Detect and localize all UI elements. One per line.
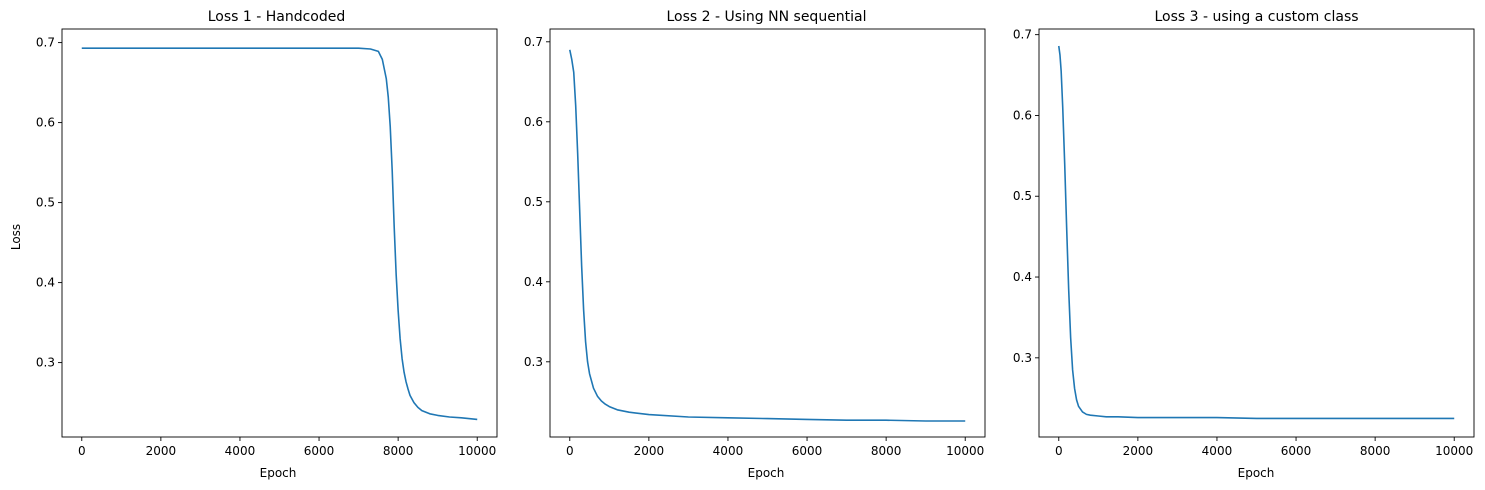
x-axis-label: Epoch bbox=[748, 466, 785, 480]
y-tick-label: 0.5 bbox=[36, 196, 55, 210]
loss-series-line-0 bbox=[1057, 45, 1455, 420]
x-tick-label: 6000 bbox=[304, 444, 335, 458]
y-axis-label: Loss bbox=[9, 224, 23, 250]
x-tick-label: 0 bbox=[566, 444, 574, 458]
x-axis-label: Epoch bbox=[260, 466, 297, 480]
y-tick-label: 0.4 bbox=[524, 275, 543, 289]
chart-title: Loss 2 - Using NN sequential bbox=[666, 9, 866, 25]
x-tick-label: 10000 bbox=[458, 444, 496, 458]
x-tick-label: 2000 bbox=[1123, 444, 1154, 458]
y-tick-label: 0.7 bbox=[1013, 28, 1032, 42]
chart-title: Loss 3 - using a custom class bbox=[1154, 9, 1358, 25]
x-tick-label: 8000 bbox=[871, 444, 902, 458]
chart-loss-2: Loss 2 - Using NN sequential Epoch 0 2000… bbox=[524, 9, 986, 480]
y-tick-label: 0.5 bbox=[524, 195, 543, 209]
chart-loss-3: Loss 3 - using a custom class Epoch 0 200… bbox=[1013, 9, 1475, 480]
x-tick-label: 0 bbox=[1055, 444, 1063, 458]
x-tick-label: 2000 bbox=[146, 444, 177, 458]
chart-loss-1: Loss 1 - Handcoded Epoch Loss 0 2000 4000 6… bbox=[9, 9, 498, 480]
x-tick-label: 8000 bbox=[1360, 444, 1391, 458]
y-tick-label: 0.6 bbox=[36, 116, 55, 130]
x-tick-label: 10000 bbox=[946, 444, 984, 458]
x-axis-label: Epoch bbox=[1238, 466, 1275, 480]
y-tick-label: 0.5 bbox=[1013, 189, 1032, 203]
x-tick-label: 6000 bbox=[1281, 444, 1312, 458]
x-tick-label: 2000 bbox=[634, 444, 665, 458]
y-tick-label: 0.7 bbox=[36, 36, 55, 50]
y-tick-label: 0.4 bbox=[36, 276, 55, 290]
y-tick-label: 0.7 bbox=[524, 35, 543, 49]
y-tick-label: 0.6 bbox=[1013, 108, 1032, 122]
loss-series-line-0 bbox=[81, 47, 478, 421]
y-tick-label: 0.3 bbox=[36, 356, 55, 370]
x-tick-label: 4000 bbox=[713, 444, 744, 458]
axes-frame bbox=[549, 28, 986, 438]
plot-area: 0 2000 4000 6000 8000 10000 0.3 0.4 0.5 0.6 0.7 bbox=[36, 28, 498, 458]
y-tick-label: 0.4 bbox=[1013, 270, 1032, 284]
loss-series-line-0 bbox=[568, 49, 966, 422]
x-tick-label: 4000 bbox=[1202, 444, 1233, 458]
chart-title: Loss 1 - Handcoded bbox=[208, 9, 346, 25]
x-tick-label: 8000 bbox=[383, 444, 414, 458]
plot-area: 0 2000 4000 6000 8000 10000 0.3 0.4 0.5 0.6 0.7 bbox=[1013, 28, 1475, 458]
plot-area: 0 2000 4000 6000 8000 10000 0.3 0.4 0.5 0.6 0.7 bbox=[524, 28, 986, 458]
y-tick-label: 0.3 bbox=[1013, 351, 1032, 365]
x-tick-label: 10000 bbox=[1435, 444, 1473, 458]
x-tick-label: 0 bbox=[78, 444, 86, 458]
axes-frame bbox=[61, 28, 498, 438]
x-tick-label: 4000 bbox=[225, 444, 256, 458]
y-tick-label: 0.3 bbox=[524, 355, 543, 369]
axes-frame bbox=[1038, 28, 1475, 438]
x-tick-label: 6000 bbox=[792, 444, 823, 458]
y-tick-label: 0.6 bbox=[524, 115, 543, 129]
